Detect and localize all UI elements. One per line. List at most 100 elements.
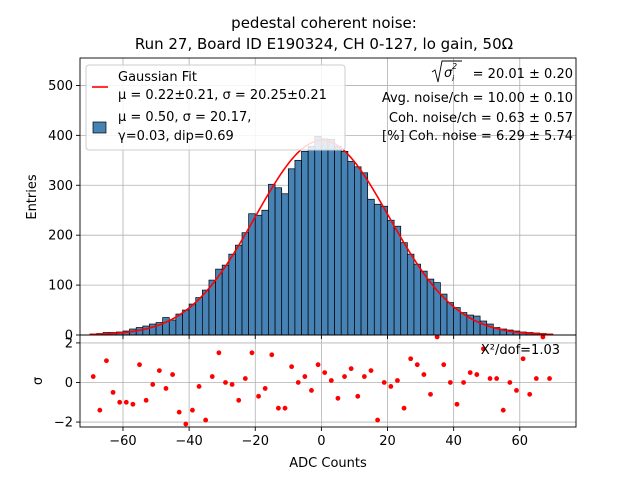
residual-point [322, 370, 328, 375]
residual-point [395, 378, 400, 383]
main-y-tick-label: 0 [65, 329, 73, 344]
main-y-ticks: 0 100 200 300 400 500 [48, 79, 80, 344]
residual-point [229, 382, 235, 387]
histogram-bar [420, 270, 428, 336]
residual-plot-frame [79, 334, 577, 428]
residual-point [163, 386, 169, 391]
residual-point [335, 395, 341, 401]
x-tick-label: 20 [379, 434, 396, 449]
residual-point [90, 374, 96, 379]
svg-text:σ: σ [444, 66, 453, 81]
residual-point [381, 380, 387, 385]
stats-annotation: σ 2 i = 20.01 ± 0.20 Avg. noise/ch = 10.… [382, 60, 573, 144]
histogram-bar [347, 160, 355, 336]
histogram-bar [301, 150, 309, 336]
residual-point [143, 397, 149, 403]
histogram-bar [162, 317, 170, 336]
residual-point [388, 384, 394, 389]
residual-point [262, 386, 268, 391]
residual-point [328, 378, 334, 383]
legend-box [85, 64, 346, 151]
chart-title-line1: pedestal coherent noise: [231, 14, 417, 32]
residual-point [361, 374, 367, 379]
histogram-bar [248, 213, 256, 336]
coh-noise-annotation: Coh. noise/ch = 0.63 ± 0.57 [389, 111, 573, 126]
residual-point [130, 401, 136, 407]
x-tick-label: 60 [512, 434, 529, 449]
residual-point [467, 370, 473, 375]
avg-noise-annotation: Avg. noise/ch = 10.00 ± 0.10 [382, 91, 573, 106]
residual-point [289, 364, 295, 370]
legend: Gaussian Fit μ = 0.22±0.21, σ = 20.25±0.… [85, 64, 346, 151]
histogram-bar [221, 264, 230, 336]
x-tick-label: −40 [175, 434, 202, 449]
residual-point [97, 407, 103, 413]
histogram-bar [228, 253, 236, 336]
histogram-bar [235, 244, 243, 336]
histogram-bar [274, 187, 283, 336]
residual-point [375, 417, 380, 423]
histogram-bar [354, 166, 362, 336]
histogram-bar [294, 159, 302, 336]
histogram-bar [287, 168, 296, 336]
pct-coh-noise-annotation: [%] Coh. noise = 6.29 ± 5.74 [382, 129, 573, 144]
svg-text:2: 2 [452, 62, 457, 71]
residual-point [242, 376, 248, 381]
residual-point [176, 409, 182, 415]
histogram-bars [89, 136, 554, 336]
residual-point [156, 368, 162, 374]
residual-point [170, 372, 175, 377]
main-y-tick-label: 500 [48, 79, 73, 94]
residual-point [368, 368, 374, 374]
svg-text:i: i [452, 74, 455, 83]
residual-point [223, 380, 228, 385]
residual-point [315, 362, 321, 368]
main-y-tick-label: 400 [48, 129, 73, 144]
histogram-bar [314, 136, 322, 336]
histogram-bar [261, 209, 269, 336]
residual-point [540, 334, 546, 340]
residual-y-tick-label: 0 [65, 376, 73, 391]
x-tick-label: 0 [317, 434, 325, 449]
residual-point [447, 380, 453, 385]
histogram-bar [321, 138, 329, 336]
residual-point [507, 380, 513, 385]
main-y-axis-label: Entries [25, 174, 40, 220]
histogram-bar [340, 150, 349, 336]
legend-fit-params: μ = 0.22±0.21, σ = 20.25±0.21 [118, 88, 327, 103]
chi2-annotation: X²/dof=1.03 [481, 343, 560, 358]
histogram-bar [168, 319, 177, 336]
residual-point [216, 350, 222, 356]
residual-point [203, 417, 209, 423]
histogram-bar [373, 203, 382, 336]
legend-hist-params: μ = 0.50, σ = 20.17, [118, 110, 251, 125]
histogram-bar [188, 303, 197, 336]
legend-hist-swatch [92, 121, 107, 134]
residual-point [190, 407, 195, 413]
residual-point [533, 376, 539, 381]
residual-point [487, 376, 493, 381]
histogram-bar [360, 172, 369, 336]
residual-y-tick-label: 2 [65, 336, 73, 351]
histogram-bar [446, 302, 455, 336]
x-tick-label: 40 [445, 434, 462, 449]
histogram-bar [413, 263, 421, 336]
histogram-bar [393, 225, 402, 336]
residual-point [137, 362, 142, 368]
histogram-bar [327, 139, 335, 336]
residual-point [196, 384, 202, 389]
histogram-bar [182, 309, 190, 336]
residual-point [269, 352, 275, 358]
residual-point [236, 397, 242, 403]
residual-point [500, 407, 506, 413]
sqrt-sigma-symbol: σ 2 i [431, 60, 462, 83]
residual-point [474, 372, 480, 377]
residual-point [355, 393, 361, 399]
main-y-tick-label: 300 [48, 179, 73, 194]
residual-points [90, 334, 552, 427]
residual-point [454, 401, 460, 407]
residual-point [434, 334, 440, 340]
residual-point [295, 380, 301, 385]
residual-y-axis-label: σ [31, 377, 46, 385]
